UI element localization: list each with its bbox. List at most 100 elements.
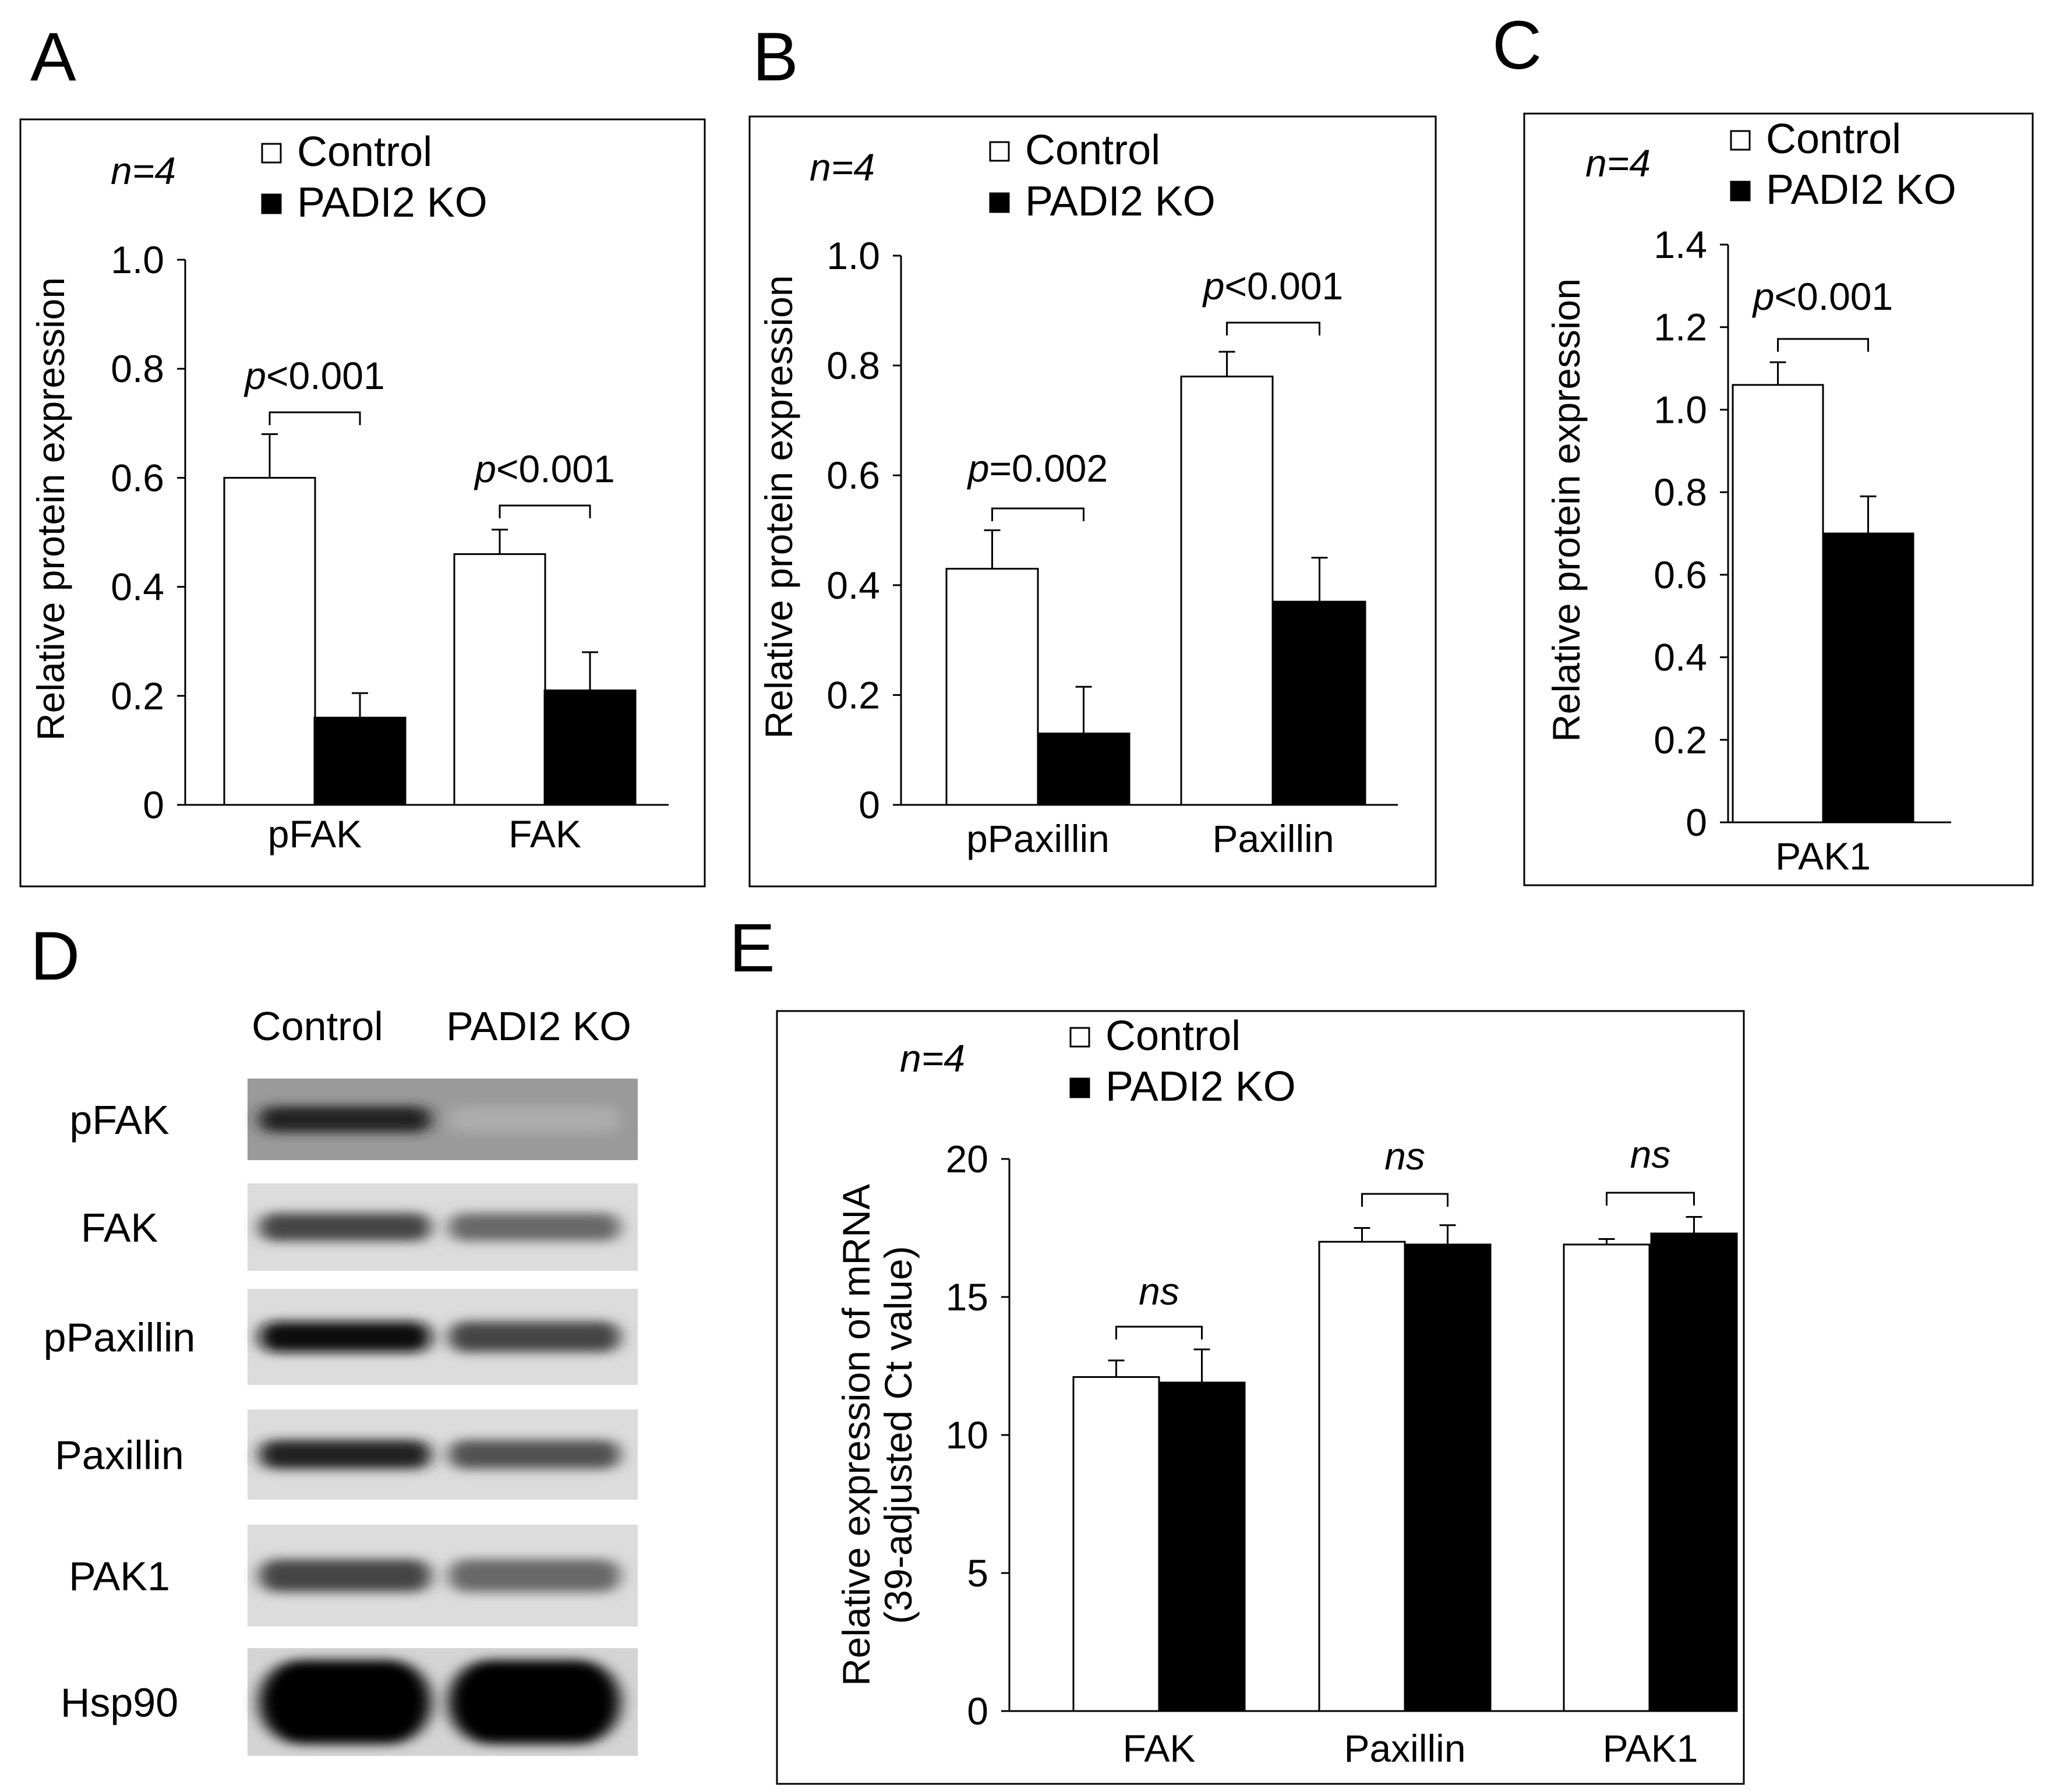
blot-row-label: pPaxillin	[44, 1315, 196, 1360]
blot-band-control	[259, 1213, 431, 1241]
bar-padi2-ko-fak	[1158, 1381, 1246, 1712]
panel-b-frame	[748, 115, 1437, 888]
blot-row-hsp90: Hsp90	[61, 1648, 638, 1756]
panel-letter-c: C	[1492, 7, 1542, 84]
y-tick-label: 0.2	[826, 673, 880, 716]
significance-bracket	[991, 507, 1084, 521]
category-label-paxillin: Paxillin	[1344, 1727, 1465, 1770]
significance-label: p=0.002	[967, 447, 1108, 490]
legend-label-ko: PADI2 KO	[297, 179, 487, 226]
bar-control-fak	[453, 553, 546, 806]
chart-panel-c: 0 0.2 0.4 0.6 0.8 1.0 1.2 1.4 Relative protein e…	[1545, 116, 1956, 878]
legend: Control PADI2 KO	[1730, 116, 1956, 213]
y-tick-label: 1.0	[826, 234, 880, 277]
y-tick-label: 5	[967, 1551, 988, 1595]
significance-bracket	[269, 411, 361, 425]
category-label-pak1: PAK1	[1775, 835, 1871, 878]
panel-letter-e: E	[729, 910, 775, 987]
y-tick-label: 1.0	[1654, 388, 1707, 431]
bar-padi2-ko-ppaxillin	[1037, 732, 1131, 806]
legend-swatch-ko	[989, 192, 1010, 213]
chart-panel-e: 0 5 10 15 20 Relative expression of mRNA(39-a…	[835, 1013, 1738, 1770]
category-label-ppaxillin: pPaxillin	[966, 817, 1110, 860]
significance-bracket	[499, 504, 591, 518]
y-tick-label: 0.6	[1654, 553, 1707, 596]
blot-column-padi2-ko: PADI2 KO	[446, 1003, 631, 1049]
y-tick-label: 0.6	[111, 456, 164, 499]
y-tick-label: 0	[1686, 801, 1707, 844]
significance-label: p<0.001	[474, 447, 614, 490]
category-label-fak: FAK	[508, 812, 581, 856]
category-label-fak: FAK	[1123, 1727, 1196, 1770]
significance-bracket	[1115, 1326, 1203, 1339]
bar-control-fak	[1072, 1376, 1160, 1712]
blot-band-control	[259, 1321, 431, 1352]
y-axis-label-2: (39-adjusted Ct value)	[877, 1246, 920, 1624]
legend-swatch-control	[1069, 1027, 1090, 1048]
bar-padi2-ko-fak	[543, 689, 637, 806]
y-axis-label: Relative protein expression	[1545, 278, 1588, 742]
legend-swatch-ko	[1069, 1077, 1090, 1098]
bar-control-pak1	[1732, 384, 1824, 823]
y-axis-label: Relative expression of mRNA	[835, 1184, 878, 1686]
chart-panel-a: 0 0.2 0.4 0.6 0.8 1.0 Relative protein express…	[29, 129, 669, 856]
significance-label: p<0.001	[1202, 264, 1343, 307]
y-tick-label: 0	[143, 783, 164, 826]
y-tick-label: 0.8	[826, 344, 880, 387]
n-label: n=4	[111, 149, 176, 192]
y-tick-label: 0	[859, 783, 880, 826]
y-axis-label: Relative protein expression	[29, 277, 72, 741]
panel-a-frame	[19, 118, 706, 888]
y-tick-label: 0	[967, 1690, 988, 1733]
bar-padi2-ko-paxillin	[1273, 600, 1366, 806]
significance-label: p<0.001	[1752, 275, 1893, 318]
bar-padi2-ko-pfak	[313, 716, 407, 806]
legend-label-control: Control	[297, 129, 432, 175]
blot-row-label: PAK1	[69, 1554, 170, 1599]
blot-row-label: Hsp90	[61, 1680, 178, 1726]
bar-control-pfak	[223, 476, 316, 806]
significance-label: ns	[1384, 1134, 1425, 1178]
significance-bracket	[1606, 1192, 1695, 1206]
legend-label-ko: PADI2 KO	[1105, 1063, 1296, 1110]
significance-label: ns	[1139, 1270, 1179, 1313]
plots-layer: 0 0.2 0.4 0.6 0.8 1.0 Relative protein express…	[29, 116, 1956, 1770]
bar-control-paxillin	[1318, 1240, 1406, 1712]
category-label-pfak: pFAK	[268, 812, 362, 856]
blot-band-ko	[448, 1321, 620, 1352]
bar-control-ppaxillin	[945, 568, 1039, 806]
bar-padi2-ko-pak1	[1650, 1232, 1738, 1712]
significance-bracket	[1226, 321, 1320, 335]
blot-row-label: FAK	[81, 1205, 158, 1250]
blot-band-control	[259, 1559, 431, 1592]
y-tick-label: 0.6	[826, 454, 880, 497]
significance-label: ns	[1630, 1133, 1671, 1176]
y-tick-label: 10	[946, 1413, 988, 1457]
y-tick-label: 0.4	[1654, 636, 1707, 679]
bar-control-paxillin	[1180, 375, 1274, 806]
western-blot: Control PADI2 KO pFAK FAK pPaxillin Paxillin P…	[44, 1003, 638, 1756]
blot-band-control	[259, 1660, 431, 1744]
blot-band-ko	[448, 1440, 620, 1469]
y-tick-label: 0.8	[111, 347, 164, 390]
y-tick-label: 0.4	[111, 565, 164, 609]
legend-label-ko: PADI2 KO	[1766, 167, 1956, 213]
n-label: n=4	[1585, 142, 1651, 185]
panel-c-frame	[1523, 112, 2034, 886]
legend-label-control: Control	[1025, 127, 1160, 174]
bar-control-pak1	[1563, 1243, 1651, 1712]
legend-swatch-ko	[261, 193, 282, 214]
blot-column-control: Control	[252, 1003, 383, 1049]
significance-bracket	[1777, 338, 1869, 352]
chart-panel-b: 0 0.2 0.4 0.6 0.8 1.0 Relative protein express…	[757, 127, 1398, 860]
legend-label-control: Control	[1766, 116, 1901, 162]
blot-band-ko	[448, 1660, 620, 1744]
bar-padi2-ko-paxillin	[1404, 1243, 1492, 1712]
significance-label: p<0.001	[243, 354, 384, 397]
y-tick-label: 0.2	[1654, 718, 1707, 761]
y-tick-label: 20	[946, 1137, 988, 1180]
blot-row-label: pFAK	[69, 1097, 169, 1143]
blot-row-fak: FAK	[81, 1183, 638, 1271]
